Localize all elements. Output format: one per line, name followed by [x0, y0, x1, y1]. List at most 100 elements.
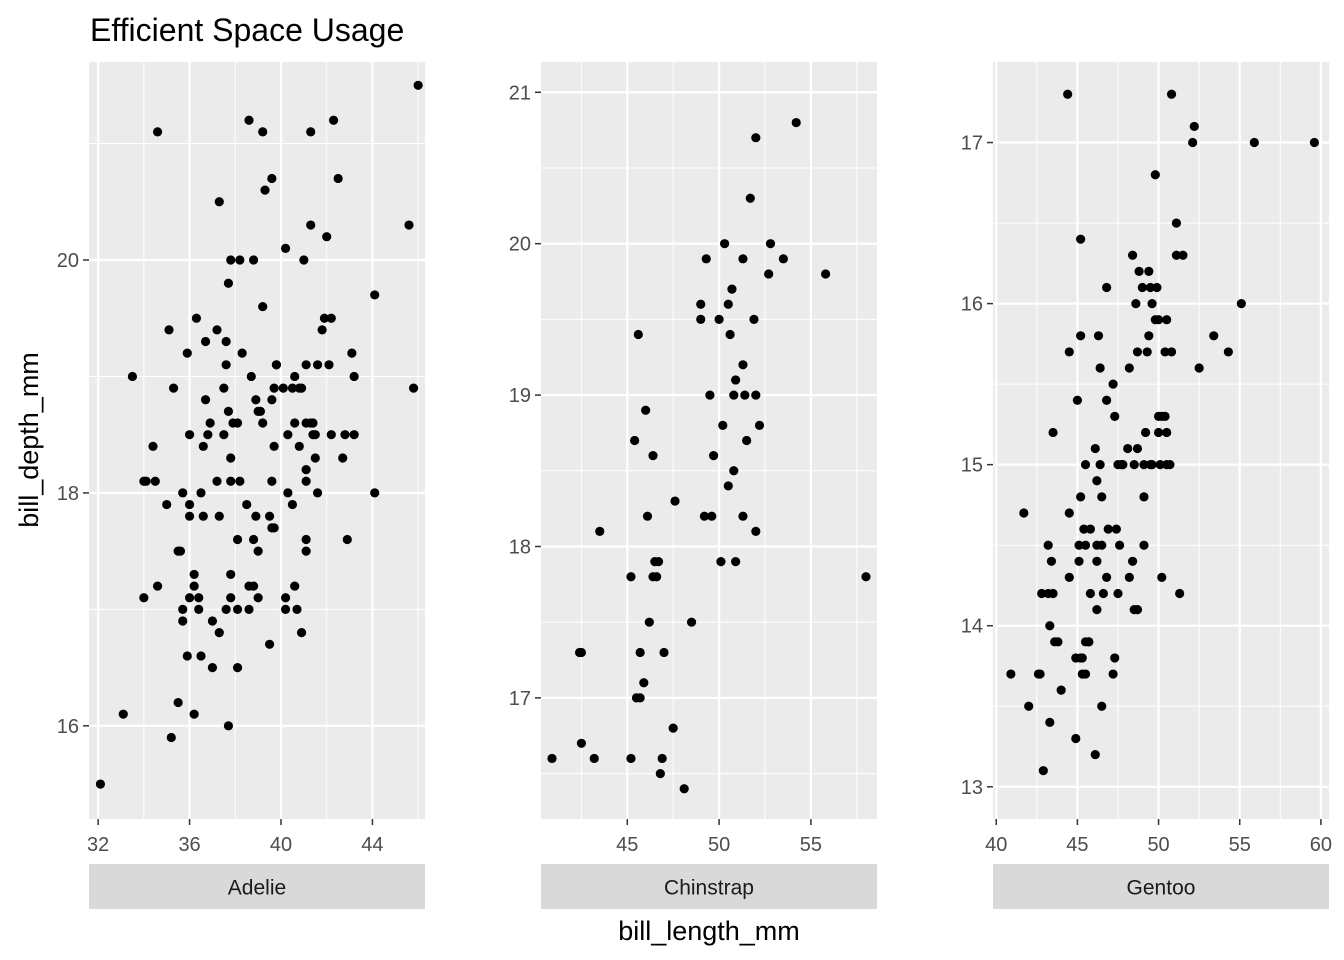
data-point: [1139, 460, 1149, 470]
data-point: [1037, 588, 1047, 599]
data-point: [653, 557, 664, 567]
data-point: [1063, 89, 1073, 99]
data-point: [1123, 443, 1133, 454]
data-point: [246, 371, 256, 382]
data-point: [626, 753, 636, 764]
data-point: [214, 197, 224, 207]
facet-panel-chinstrap: 45 50 55 17 18 19 20 21 Chinstrap: [509, 62, 877, 909]
data-point: [166, 732, 176, 743]
data-point: [280, 243, 291, 253]
data-point: [196, 488, 206, 498]
data-point: [306, 220, 316, 230]
data-point: [655, 768, 665, 779]
data-point: [1077, 653, 1087, 663]
data-point: [212, 476, 222, 486]
data-point: [296, 628, 307, 638]
data-point: [1175, 588, 1185, 599]
data-point: [720, 239, 730, 249]
data-point: [164, 325, 174, 335]
data-point: [1103, 524, 1113, 534]
data-point: [1095, 460, 1105, 470]
data-point: [576, 738, 586, 748]
data-point: [264, 639, 275, 649]
data-point: [290, 581, 300, 591]
data-point: [595, 526, 605, 536]
data-point: [237, 348, 247, 358]
data-point: [1209, 331, 1219, 341]
data-point: [707, 511, 717, 521]
data-point: [1035, 669, 1045, 679]
data-point: [1113, 588, 1123, 599]
data-point: [633, 329, 643, 340]
data-point: [1144, 331, 1154, 341]
data-point: [1102, 282, 1112, 293]
data-point: [232, 663, 243, 673]
data-point: [731, 375, 741, 385]
data-point: [152, 127, 163, 137]
data-point: [751, 526, 761, 536]
data-point: [178, 488, 188, 498]
data-point: [641, 405, 651, 415]
data-point: [182, 348, 192, 358]
x-tick-label: 36: [178, 834, 200, 856]
data-point: [1162, 315, 1172, 325]
data-point: [740, 390, 750, 400]
data-point: [1139, 492, 1149, 502]
data-point: [738, 511, 748, 521]
data-point: [413, 80, 423, 90]
data-point: [1124, 363, 1134, 373]
data-point: [253, 546, 263, 556]
data-point: [235, 476, 245, 486]
data-point: [232, 604, 243, 614]
x-tick-label: 40: [985, 834, 1007, 856]
data-point: [267, 476, 277, 486]
data-point: [253, 593, 263, 603]
data-point: [207, 616, 218, 626]
data-point: [626, 572, 636, 582]
data-point: [152, 581, 163, 591]
data-point: [226, 569, 236, 580]
data-point: [150, 476, 160, 486]
data-point: [1129, 460, 1139, 470]
data-point: [668, 723, 678, 733]
data-point: [182, 651, 192, 661]
data-point: [644, 617, 654, 627]
data-point: [642, 511, 653, 521]
data-point: [319, 313, 330, 323]
data-point: [255, 406, 266, 416]
data-point: [1189, 121, 1199, 132]
data-point: [729, 390, 739, 400]
data-point: [226, 593, 236, 603]
data-point: [408, 383, 419, 393]
data-point: [1162, 427, 1172, 438]
data-point: [1144, 266, 1154, 276]
data-point: [754, 420, 765, 430]
data-point: [1132, 347, 1143, 357]
data-point: [1097, 701, 1107, 711]
data-point: [1152, 282, 1162, 293]
data-point: [1097, 540, 1107, 550]
data-point: [200, 395, 211, 405]
data-point: [223, 278, 234, 288]
data-point: [301, 534, 311, 545]
data-point: [287, 383, 298, 393]
data-point: [333, 173, 343, 184]
facet-strip-label: Adelie: [228, 877, 286, 900]
data-point: [244, 604, 254, 614]
data-point: [1110, 411, 1120, 421]
data-point: [269, 523, 279, 533]
facet-strip: [993, 864, 1329, 909]
x-tick-label: 60: [1310, 834, 1332, 856]
data-point: [745, 193, 755, 203]
data-point: [235, 255, 245, 265]
data-point: [271, 360, 282, 370]
data-point: [294, 441, 304, 451]
data-point: [1076, 331, 1086, 341]
data-point: [349, 430, 359, 440]
data-point: [205, 418, 215, 428]
data-point: [791, 117, 801, 128]
data-point: [1090, 749, 1100, 760]
data-point: [296, 383, 307, 393]
data-point: [280, 604, 291, 614]
x-tick-label: 50: [708, 834, 730, 856]
